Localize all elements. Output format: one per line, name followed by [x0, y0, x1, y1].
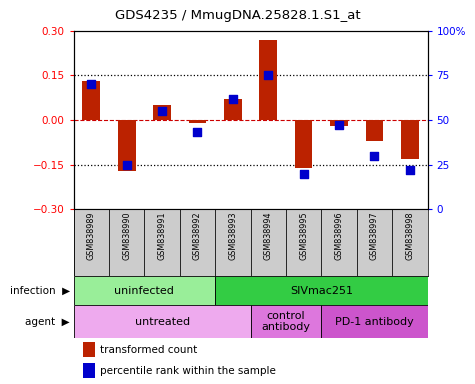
Text: GSM838992: GSM838992: [193, 211, 202, 260]
Text: GSM838998: GSM838998: [405, 211, 414, 260]
Bar: [180, 209, 215, 276]
Bar: [286, 209, 322, 276]
Bar: [251, 305, 321, 338]
Text: GSM838997: GSM838997: [370, 211, 379, 260]
Text: GSM838991: GSM838991: [158, 211, 167, 260]
Point: [87, 81, 95, 87]
Point: [123, 162, 131, 168]
Bar: [74, 209, 109, 276]
Text: control
antibody: control antibody: [261, 311, 311, 333]
Bar: [322, 305, 428, 338]
Bar: [74, 305, 251, 338]
Bar: [224, 99, 242, 120]
Bar: [83, 363, 95, 378]
Bar: [401, 120, 418, 159]
Text: uninfected: uninfected: [114, 286, 174, 296]
Point: [300, 170, 307, 177]
Point: [406, 167, 414, 173]
Point: [265, 72, 272, 78]
Bar: [153, 105, 171, 120]
Bar: [295, 120, 313, 168]
Text: SIVmac251: SIVmac251: [290, 286, 353, 296]
Bar: [357, 209, 392, 276]
Point: [229, 96, 237, 102]
Bar: [215, 276, 428, 305]
Bar: [321, 209, 357, 276]
Bar: [392, 209, 428, 276]
Text: GSM838994: GSM838994: [264, 211, 273, 260]
Bar: [118, 120, 135, 170]
Bar: [74, 276, 215, 305]
Text: transformed count: transformed count: [100, 345, 197, 355]
Text: GSM838996: GSM838996: [334, 211, 343, 260]
Bar: [330, 120, 348, 126]
Bar: [83, 342, 95, 357]
Text: percentile rank within the sample: percentile rank within the sample: [100, 366, 276, 376]
Bar: [251, 209, 286, 276]
Point: [370, 152, 378, 159]
Bar: [189, 120, 206, 123]
Bar: [144, 209, 180, 276]
Bar: [109, 209, 144, 276]
Bar: [215, 209, 251, 276]
Point: [158, 108, 166, 114]
Bar: [83, 81, 100, 120]
Text: GSM838990: GSM838990: [122, 211, 131, 260]
Bar: [259, 40, 277, 120]
Text: infection  ▶: infection ▶: [10, 286, 70, 296]
Text: GSM838995: GSM838995: [299, 211, 308, 260]
Text: agent  ▶: agent ▶: [26, 316, 70, 327]
Text: GDS4235 / MmugDNA.25828.1.S1_at: GDS4235 / MmugDNA.25828.1.S1_at: [114, 9, 361, 22]
Point: [335, 122, 343, 128]
Bar: [366, 120, 383, 141]
Text: GSM838993: GSM838993: [228, 211, 238, 260]
Text: PD-1 antibody: PD-1 antibody: [335, 316, 414, 327]
Text: untreated: untreated: [134, 316, 190, 327]
Point: [194, 129, 201, 136]
Text: GSM838989: GSM838989: [87, 211, 96, 260]
